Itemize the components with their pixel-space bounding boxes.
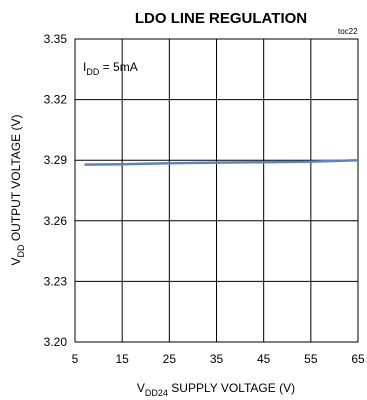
y-tick-labels: 3.20 3.23 3.26 3.29 3.32 3.35 — [44, 32, 68, 349]
y-axis-label-subscript: DD — [16, 244, 26, 257]
x-tick-label: 45 — [257, 352, 271, 366]
y-tick-label: 3.32 — [44, 93, 68, 107]
x-axis-label-suffix: SUPPLY VOLTAGE (V) — [168, 381, 295, 395]
y-tick-label: 3.23 — [44, 274, 68, 288]
x-tick-label: 55 — [304, 352, 318, 366]
x-tick-label: 35 — [210, 352, 224, 366]
x-tick-label: 25 — [163, 352, 177, 366]
x-tick-label: 15 — [115, 352, 129, 366]
x-axis-label-subscript: DD24 — [145, 388, 168, 398]
grid-lines — [75, 39, 358, 342]
y-tick-label: 3.35 — [44, 32, 68, 46]
x-axis-label-prefix: V — [137, 381, 145, 395]
y-tick-label: 3.29 — [44, 153, 68, 167]
y-axis-label-prefix: V — [9, 258, 23, 266]
chart-title: LDO LINE REGULATION — [135, 10, 307, 27]
figure-code: toc22 — [338, 27, 358, 36]
y-tick-label: 3.26 — [44, 214, 68, 228]
x-axis-label: VDD24 SUPPLY VOLTAGE (V) — [137, 381, 295, 398]
series-group — [84, 158, 359, 166]
plot-frame — [74, 38, 359, 343]
series-line — [84, 158, 359, 166]
x-tick-labels: 5 15 25 35 45 55 65 — [72, 352, 365, 366]
annotation-prefix: I — [83, 60, 86, 74]
y-axis-label-suffix: OUTPUT VOLTAGE (V) — [9, 114, 23, 244]
x-tick-label: 65 — [351, 352, 365, 366]
x-tick-label: 5 — [72, 352, 79, 366]
annotation-subscript: DD — [86, 67, 99, 77]
y-tick-label: 3.20 — [44, 335, 68, 349]
annotation-suffix: = 5mA — [99, 60, 137, 74]
y-axis-label: VDD OUTPUT VOLTAGE (V) — [9, 114, 26, 265]
current-annotation: IDD = 5mA — [83, 60, 138, 77]
